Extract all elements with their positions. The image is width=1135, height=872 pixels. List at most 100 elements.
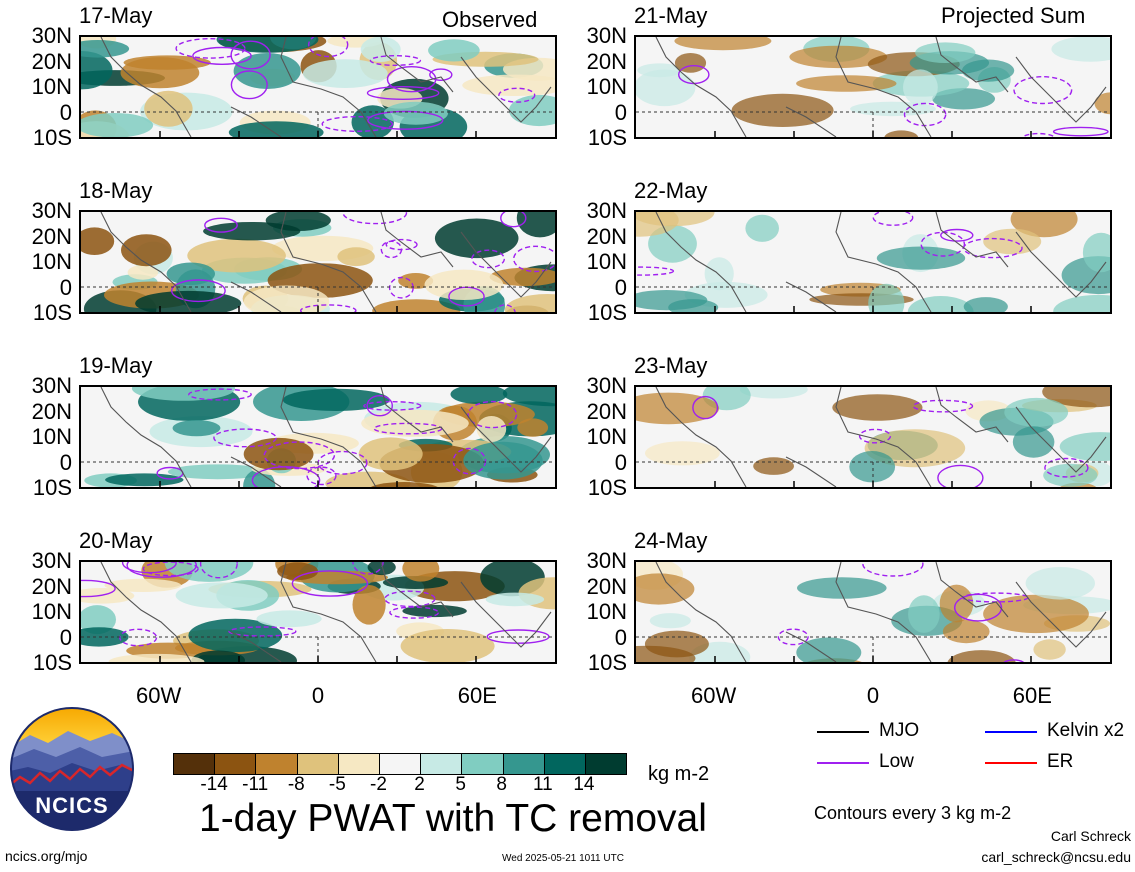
figure-title: 1-day PWAT with TC removal xyxy=(199,797,707,840)
dry-anomaly xyxy=(187,238,286,273)
panel-date-projected-1: 22-May xyxy=(634,178,708,203)
moist-anomaly xyxy=(383,101,448,125)
lat-label-projected-2-4: 10S xyxy=(587,475,627,500)
pwat-field xyxy=(81,212,555,312)
dry-anomaly xyxy=(731,93,834,127)
legend-line-low xyxy=(817,762,869,764)
low-contour xyxy=(230,40,271,70)
lat-label-projected-1-3: 0 xyxy=(614,274,627,300)
low-contour xyxy=(367,110,444,130)
colorbar-units: kg m-2 xyxy=(648,763,710,785)
dry-anomaly xyxy=(358,437,423,471)
lat-label-projected-0-2: 10N xyxy=(586,74,627,99)
ncics-logo-graphic xyxy=(10,707,134,831)
colorbar-label-4: -2 xyxy=(370,774,387,795)
lat-label-projected-3-1: 20N xyxy=(586,573,627,599)
moist-anomaly xyxy=(203,222,301,241)
lat-label-projected-0-1: 20N xyxy=(586,48,627,74)
moist-anomaly xyxy=(849,451,896,483)
dry-anomaly xyxy=(636,573,695,605)
moist-anomaly xyxy=(868,283,905,312)
lat-label-projected-2-2: 10N xyxy=(586,424,627,449)
moist-anomaly xyxy=(167,464,268,480)
dry-anomaly xyxy=(674,37,772,51)
lat-label-projected-1-4: 10S xyxy=(587,300,627,325)
lat-label-observed-3-2: 10N xyxy=(31,599,72,624)
lat-label-observed-1-3: 0 xyxy=(59,274,72,300)
low-contour xyxy=(858,428,892,444)
lat-label-projected-2-1: 20N xyxy=(586,398,627,424)
moist-anomaly xyxy=(485,592,545,607)
map-panel-projected-2 xyxy=(634,385,1112,489)
legend-label-3: ER xyxy=(1047,751,1074,772)
dry-anomaly xyxy=(398,273,434,289)
low-contour xyxy=(385,238,418,251)
dry-anomaly xyxy=(947,650,1016,662)
moist-anomaly xyxy=(463,441,543,480)
low-contour xyxy=(486,629,550,644)
observed-column-title: Observed xyxy=(442,7,538,32)
low-contour xyxy=(306,466,337,486)
legend-line-er xyxy=(985,762,1037,764)
moist-anomaly xyxy=(636,69,696,107)
author-email[interactable]: carl_schreck@ncsu.edu xyxy=(981,849,1131,865)
low-contour xyxy=(192,46,252,65)
low-contour xyxy=(903,102,947,127)
low-contour xyxy=(940,228,974,242)
colorbar-label-8: 11 xyxy=(532,774,553,795)
lat-label-observed-1-1: 20N xyxy=(31,223,72,249)
low-contour xyxy=(872,212,914,226)
moist-anomaly xyxy=(105,473,184,487)
lat-label-projected-3-4: 10S xyxy=(587,650,627,675)
colorbar-swatch-5 xyxy=(378,754,421,774)
moist-anomaly xyxy=(450,387,508,405)
low-contour xyxy=(228,626,297,637)
dry-anomaly xyxy=(337,247,375,267)
lat-label-observed-3-4: 10S xyxy=(32,650,72,675)
dry-anomaly xyxy=(144,90,193,127)
colorbar-swatch-0 xyxy=(174,754,215,774)
moist-anomaly xyxy=(915,42,976,63)
low-contour xyxy=(369,55,422,67)
moist-anomaly xyxy=(131,387,236,401)
low-contour xyxy=(321,115,394,132)
moist-anomaly xyxy=(876,246,966,270)
low-contour xyxy=(920,231,966,257)
pwat-field xyxy=(636,212,1110,312)
panel-date-observed-0: 17-May xyxy=(79,3,153,28)
lat-label-projected-2-0: 30N xyxy=(586,373,627,398)
moist-anomaly xyxy=(962,59,1015,82)
lat-label-projected-0-0: 30N xyxy=(586,23,627,48)
colorbar-label-2: -8 xyxy=(287,774,305,795)
moist-anomaly xyxy=(434,218,519,259)
dry-anomaly xyxy=(476,416,507,442)
colorbar-swatch-8 xyxy=(502,754,544,774)
lat-label-projected-3-3: 0 xyxy=(614,624,627,650)
source-url[interactable]: ncics.org/mjo xyxy=(5,848,88,864)
author-name: Carl Schreck xyxy=(1050,828,1131,844)
map-panel-observed-2 xyxy=(79,385,557,489)
lon-label-1-2: 60E xyxy=(1012,683,1052,708)
projected-column-title: Projected Sum xyxy=(941,3,1086,28)
pwat-field xyxy=(81,37,555,137)
moist-anomaly xyxy=(164,562,254,582)
dry-anomaly xyxy=(789,45,888,69)
pwat-field xyxy=(636,562,1110,662)
dry-anomaly xyxy=(352,585,386,625)
lat-label-observed-2-3: 0 xyxy=(59,449,72,475)
coastlines xyxy=(655,387,1107,487)
dry-anomaly xyxy=(424,269,504,300)
lon-label-0-2: 60E xyxy=(457,683,497,708)
lat-label-projected-1-2: 10N xyxy=(586,249,627,274)
moist-anomaly xyxy=(745,214,779,242)
low-contour xyxy=(308,37,349,58)
dry-anomaly xyxy=(121,234,172,267)
dry-anomaly xyxy=(1033,639,1066,660)
moist-anomaly xyxy=(668,299,719,312)
low-contour xyxy=(429,68,453,82)
dry-anomaly xyxy=(942,619,990,644)
map-panel-projected-1 xyxy=(634,210,1112,314)
dry-anomaly xyxy=(108,653,205,662)
lat-label-observed-0-3: 0 xyxy=(59,99,72,125)
moist-anomaly xyxy=(228,121,324,137)
